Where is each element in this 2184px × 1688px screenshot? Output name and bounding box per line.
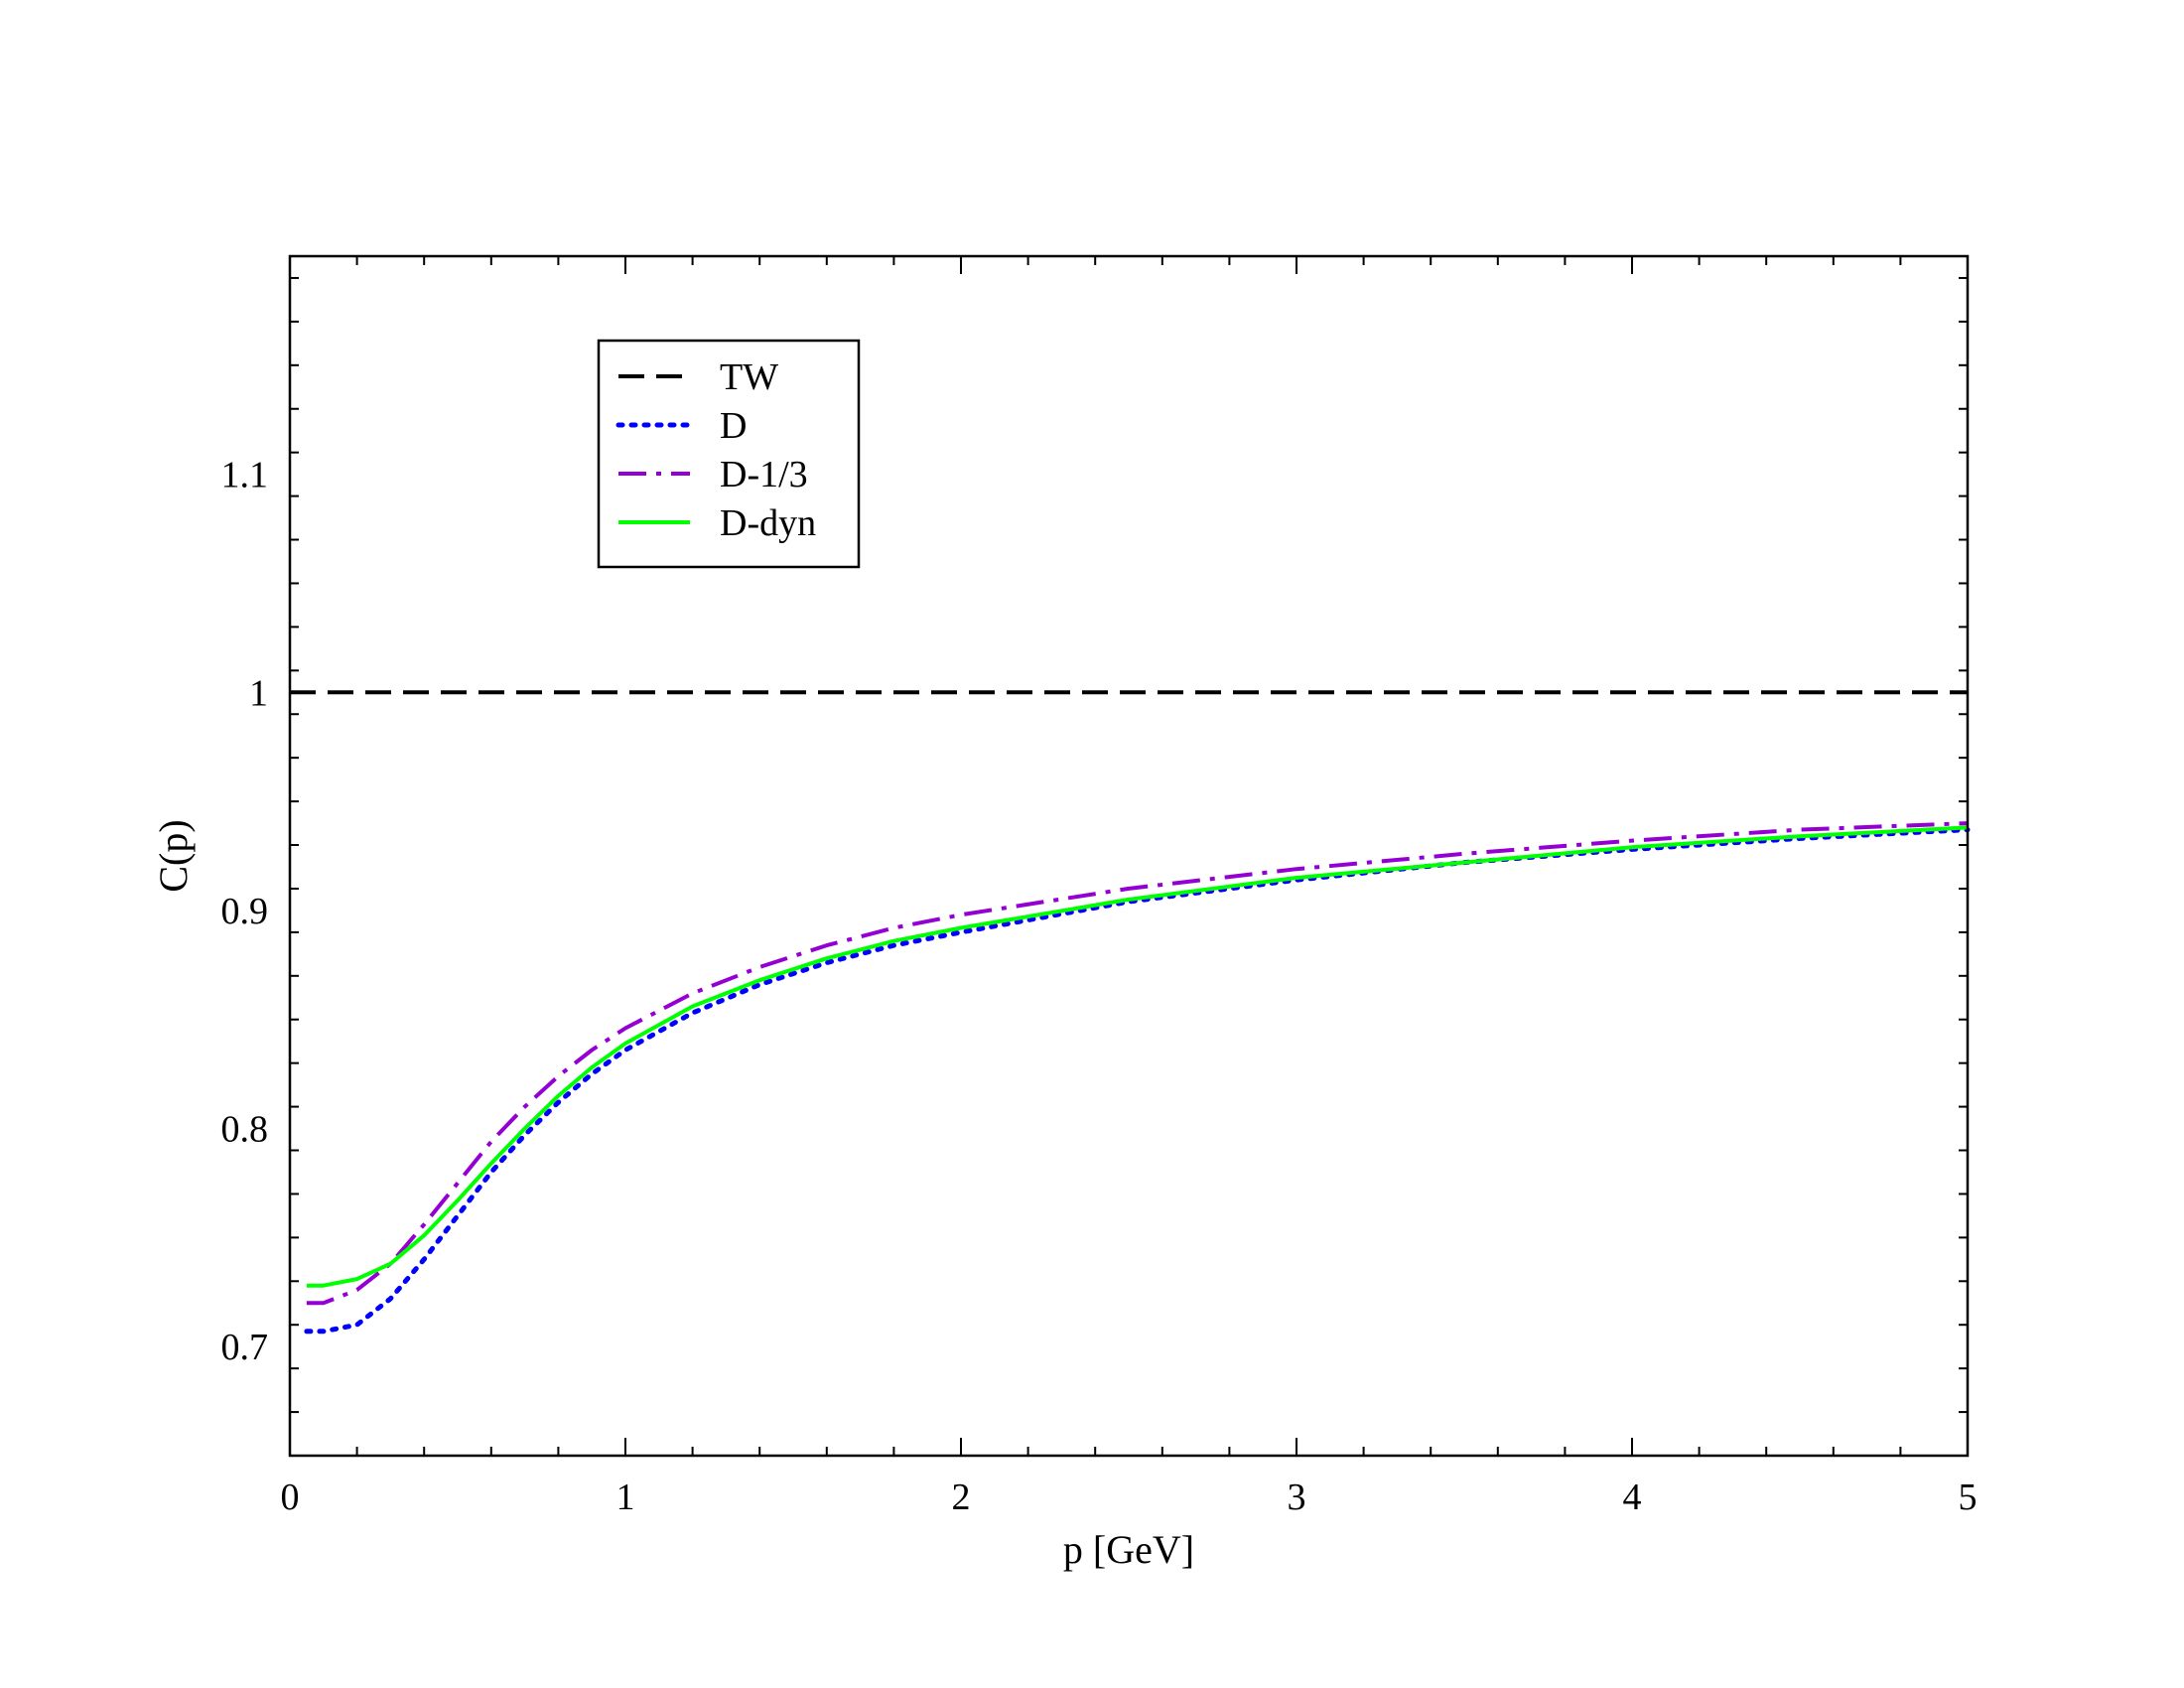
legend-label: D: [720, 405, 747, 447]
y-tick-label: 1.1: [221, 455, 269, 496]
x-tick-label: 4: [1623, 1477, 1642, 1518]
y-tick-labels: 0.7 0.8 0.9 1 1.1: [221, 455, 269, 1369]
series-layer: [290, 690, 1971, 1335]
x-tick-label: 2: [952, 1477, 971, 1518]
legend-label: TW: [720, 356, 778, 398]
x-tick-labels: 0 1 2 3 4 5: [281, 1477, 1978, 1518]
legend-label: D-1/3: [720, 454, 808, 495]
legend: TW D D-1/3 D-dyn: [597, 339, 861, 569]
x-tick-label: 0: [281, 1477, 300, 1518]
y-tick-label: 0.9: [221, 891, 269, 932]
y-axis-title: C(p): [151, 819, 196, 892]
y-tick-label: 0.8: [221, 1109, 269, 1151]
series-line-d-1-3: [306, 821, 1969, 1306]
x-tick-label: 5: [1959, 1477, 1978, 1518]
plot-frame: [288, 254, 1970, 1458]
legend-label: D-dyn: [720, 502, 816, 544]
x-axis-title: p [GeV]: [1063, 1527, 1194, 1572]
x-tick-label: 1: [616, 1477, 635, 1518]
x-tick-label: 3: [1288, 1477, 1306, 1518]
y-tick-label: 0.7: [221, 1327, 269, 1368]
y-tick-label: 1: [249, 672, 268, 714]
minor-ticks: [290, 256, 1968, 1457]
series-line-d-dyn: [306, 825, 1969, 1288]
